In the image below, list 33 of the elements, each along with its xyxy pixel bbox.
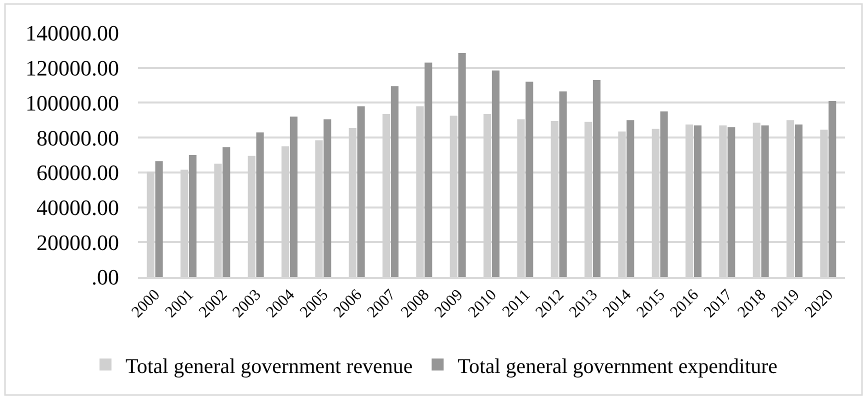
bar	[188, 155, 196, 277]
y-tick-label: 100000.00	[26, 90, 119, 116]
bar	[458, 53, 466, 277]
y-tick-label: 60000.00	[36, 160, 119, 186]
x-tick-label: 2001	[162, 286, 197, 322]
bar	[828, 100, 836, 277]
bar	[424, 62, 432, 277]
y-tick-label: .00	[92, 264, 119, 290]
bar	[357, 106, 365, 277]
bar	[694, 125, 702, 277]
bar	[526, 82, 534, 277]
y-tick-label: 80000.00	[36, 125, 119, 150]
bar	[794, 124, 802, 277]
bar	[626, 120, 634, 277]
bar	[761, 125, 769, 277]
legend-label: Total general government revenue	[126, 354, 413, 378]
bar	[324, 119, 332, 277]
bar	[559, 91, 567, 277]
y-tick-label: 20000.00	[36, 230, 119, 255]
bar	[492, 70, 500, 277]
bar	[290, 116, 298, 277]
x-tick-label: 2011	[499, 286, 534, 321]
legend-label: Total general government expenditure	[458, 354, 778, 378]
bar	[390, 86, 398, 277]
bar	[728, 127, 736, 277]
bar	[222, 147, 230, 277]
bar	[592, 80, 600, 277]
y-tick-label: 40000.00	[36, 194, 119, 220]
y-tick-label: 140000.00	[26, 20, 119, 46]
bar	[256, 132, 264, 277]
bar	[660, 111, 668, 277]
y-tick-label: 120000.00	[26, 56, 119, 81]
bar	[155, 161, 163, 277]
